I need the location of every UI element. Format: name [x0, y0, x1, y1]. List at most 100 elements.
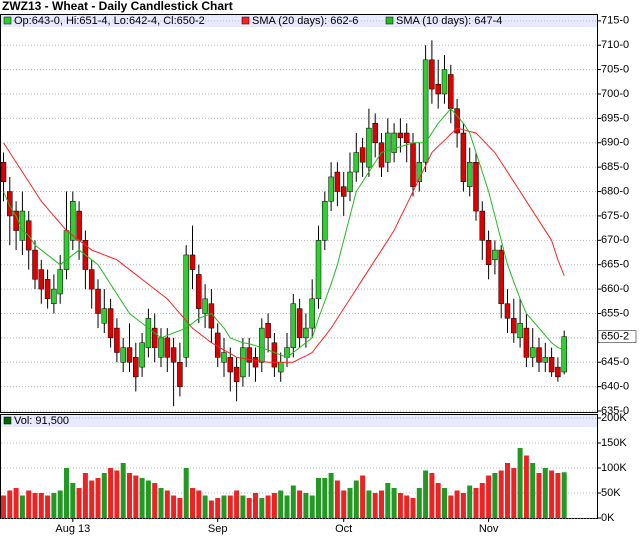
volume-bar	[171, 495, 177, 518]
candle-body	[145, 318, 152, 348]
legend-swatch	[241, 16, 250, 25]
volume-bar	[32, 493, 38, 518]
candle-body	[536, 347, 542, 363]
candle-body	[32, 249, 38, 280]
candle-body	[366, 127, 372, 168]
candle-body	[504, 303, 511, 319]
volume-bar	[1, 495, 6, 518]
candle-body	[246, 347, 252, 363]
candle-body	[240, 347, 246, 378]
candle-body	[139, 342, 145, 368]
volume-bar	[404, 495, 410, 518]
candle-body	[151, 327, 158, 348]
candle-body	[441, 69, 448, 95]
x-tick-label: Oct	[335, 523, 352, 535]
last-price-label: 650-2	[601, 331, 629, 343]
candle-body	[63, 230, 70, 270]
volume-bar	[190, 488, 195, 518]
candle-body	[0, 162, 7, 183]
legend-swatch	[385, 16, 394, 25]
volume-bar	[158, 488, 164, 518]
volume-bar	[127, 473, 132, 518]
volume-bar	[278, 490, 284, 518]
volume-bar	[19, 495, 25, 518]
candle-body	[277, 362, 284, 373]
x-tick-label: Aug 13	[55, 523, 90, 535]
candle-body	[397, 132, 404, 139]
y-tick-label: 655-0	[601, 307, 629, 319]
candle-body	[202, 298, 208, 314]
volume-bar	[410, 498, 416, 518]
volume-bar	[391, 488, 397, 518]
volume-bar	[561, 472, 567, 518]
candle-body	[353, 152, 360, 173]
candle-body	[315, 240, 322, 300]
volume-bar	[284, 495, 290, 518]
sma-line	[3, 107, 565, 358]
x-tick-label: Nov	[479, 523, 499, 535]
candle-body	[126, 347, 133, 363]
candle-body	[296, 308, 303, 339]
volume-bar	[7, 490, 13, 518]
volume-bar	[360, 475, 366, 518]
volume-bar	[347, 488, 353, 518]
volume-bar	[221, 495, 227, 518]
candle-body	[410, 142, 416, 187]
candle-body	[517, 322, 523, 339]
volume-bar	[416, 488, 422, 518]
y-tick-label: 690-0	[601, 137, 629, 149]
legend-label: SMA (20 days): 662-6	[252, 15, 358, 27]
volume-bar	[467, 485, 473, 518]
y-tick-label: 710-0	[601, 39, 629, 51]
candle-body	[523, 327, 530, 358]
y-tick-label: 705-0	[601, 64, 629, 76]
volume-bar	[196, 490, 202, 518]
volume-bar	[448, 495, 454, 518]
candle-body	[114, 327, 120, 353]
y-tick-label: 670-0	[601, 234, 629, 246]
candle-body	[529, 347, 536, 358]
volume-bar	[517, 448, 523, 518]
candle-body	[271, 342, 278, 368]
volume-bar	[95, 478, 101, 518]
volume-bar	[82, 473, 88, 518]
volume-bar	[202, 495, 208, 518]
volume-bar	[70, 483, 76, 518]
price-frame	[0, 14, 598, 413]
candle-body	[435, 83, 441, 95]
volume-bar	[530, 463, 536, 518]
y-tick-label: 665-0	[601, 259, 629, 271]
volume-bar	[246, 498, 252, 518]
volume-bar	[536, 473, 542, 518]
volume-bar	[549, 470, 555, 518]
volume-bar	[542, 468, 548, 518]
sma-line	[3, 127, 565, 363]
volume-bar	[290, 485, 296, 518]
volume-bar	[13, 488, 19, 518]
candle-body	[485, 240, 492, 265]
volume-bar	[353, 480, 359, 518]
volume-bar	[253, 493, 258, 518]
candle-body	[340, 186, 347, 197]
candle-body	[221, 352, 227, 363]
candle-body	[133, 357, 139, 378]
y-tick-label: 50K	[601, 487, 621, 499]
candle-body	[378, 142, 385, 168]
volume-bar	[133, 475, 139, 518]
y-tick-label: 675-0	[601, 210, 629, 222]
candle-body	[429, 59, 435, 90]
volume-bar	[511, 468, 517, 518]
volume-bar	[366, 490, 372, 518]
y-tick-label: 100K	[601, 462, 627, 474]
volume-bar	[454, 490, 460, 518]
volume-bar	[316, 478, 321, 518]
volume-bar	[240, 495, 246, 518]
candle-body	[38, 269, 45, 290]
candle-body	[473, 162, 479, 212]
volume-bar	[479, 483, 485, 518]
volume-bar	[234, 490, 240, 518]
volume-bar	[473, 488, 479, 518]
candle-body	[492, 249, 498, 261]
y-tick-label: 640-0	[601, 381, 629, 393]
volume-bar	[385, 483, 391, 518]
